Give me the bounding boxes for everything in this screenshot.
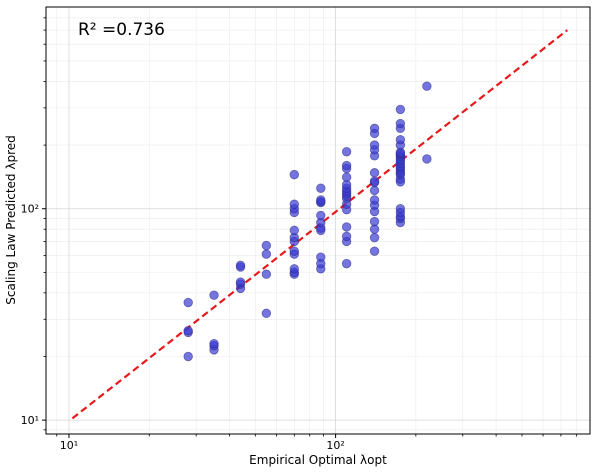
data-point	[395, 135, 406, 145]
data-point	[341, 172, 352, 182]
data-point	[289, 199, 299, 209]
plot-frame	[45, 6, 591, 435]
data-point	[341, 160, 352, 171]
axis-ticks: 10¹ 10² 10¹ 10²	[21, 17, 577, 452]
data-point	[261, 249, 272, 259]
data-point	[395, 204, 406, 214]
x-axis-label: Empirical Optimal λopt	[249, 453, 387, 467]
data-point	[341, 222, 352, 232]
data-point	[395, 104, 406, 115]
y-tick-label: 10²	[21, 203, 39, 216]
data-point	[183, 325, 193, 336]
data-point	[316, 252, 326, 262]
data-point	[289, 264, 299, 274]
data-point	[183, 351, 193, 362]
y-axis-label: Scaling Law Predicted λpred	[4, 135, 18, 304]
data-point	[316, 183, 326, 193]
data-point	[341, 147, 352, 157]
data-point	[209, 290, 219, 300]
data-point	[341, 258, 352, 269]
data-point	[289, 225, 299, 236]
data-point	[422, 154, 432, 164]
data-point	[369, 123, 380, 134]
data-point	[395, 118, 406, 129]
data-point	[183, 297, 193, 308]
data-point	[261, 240, 272, 251]
data-point	[369, 232, 380, 243]
data-point	[369, 216, 380, 227]
data-point	[209, 338, 219, 349]
data-point	[369, 140, 380, 150]
data-point	[261, 269, 272, 279]
data-point	[289, 169, 299, 180]
data-point	[369, 176, 380, 186]
r-squared-annotation: R² =0.736	[78, 20, 165, 40]
y-tick-label: 10¹	[21, 414, 39, 427]
data-point	[369, 168, 380, 178]
data-point	[369, 185, 380, 196]
data-point	[316, 195, 326, 205]
data-points	[183, 81, 432, 362]
major-gridlines	[46, 7, 590, 434]
data-point	[369, 195, 380, 205]
data-point	[422, 81, 432, 91]
data-point	[289, 246, 299, 256]
data-point	[369, 246, 380, 256]
x-tick-label: 10¹	[60, 439, 78, 452]
x-tick-label: 10²	[326, 439, 344, 452]
data-point	[316, 210, 326, 221]
data-point	[235, 260, 246, 271]
data-point	[235, 277, 246, 287]
data-point	[261, 308, 272, 319]
data-point	[341, 231, 352, 242]
